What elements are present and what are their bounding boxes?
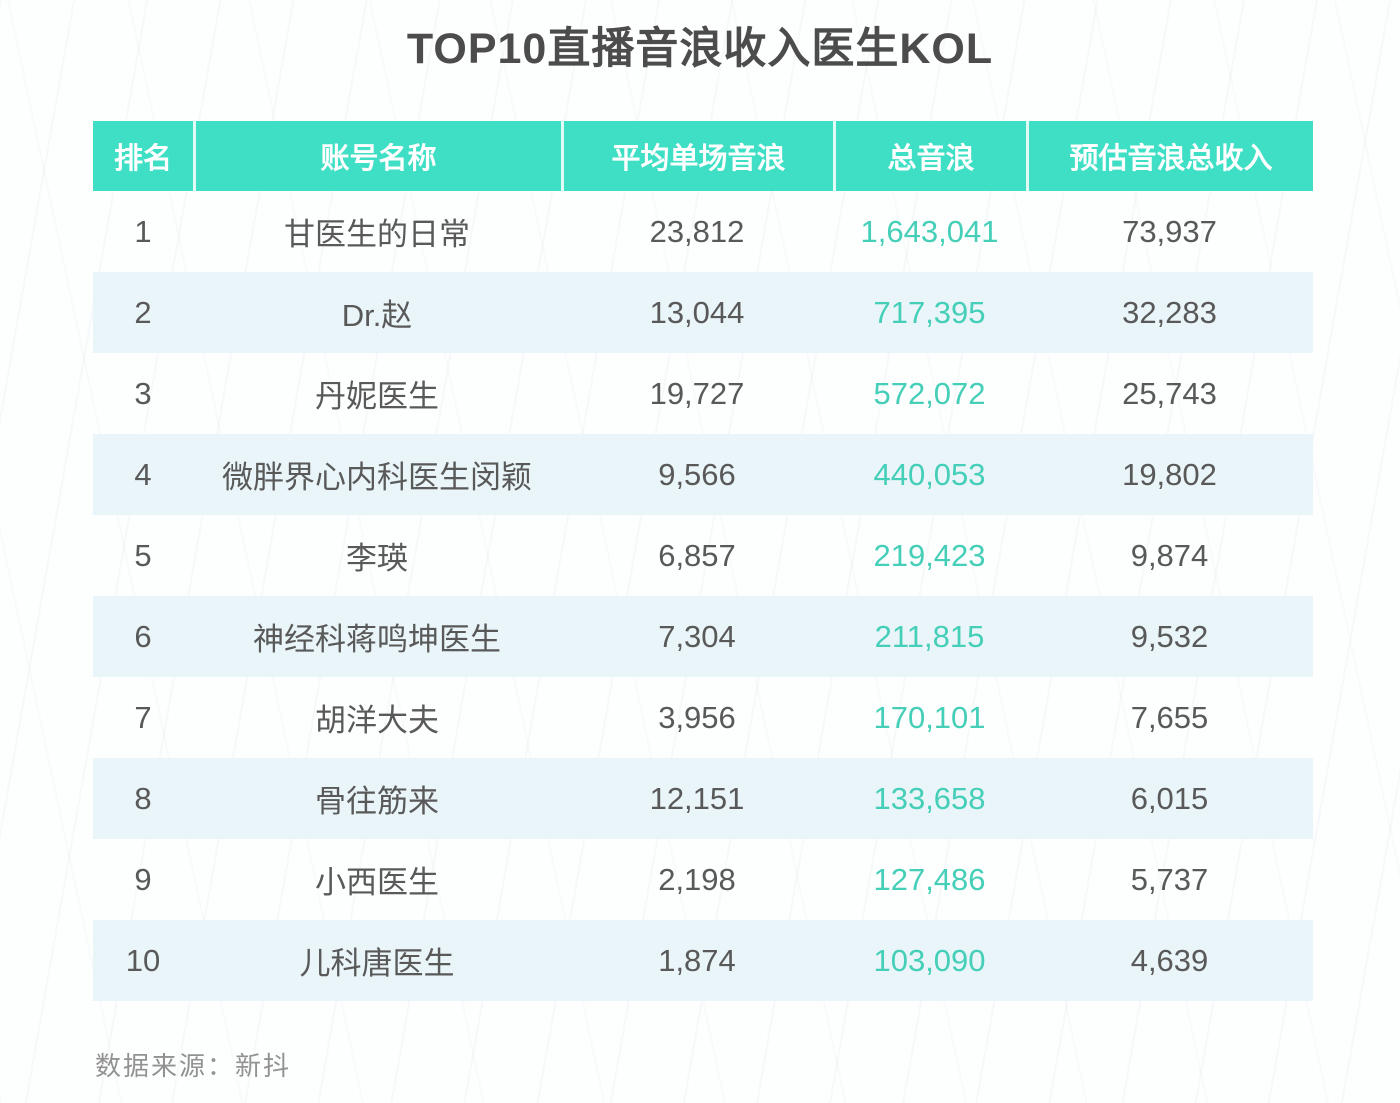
est-income-cell: 7,655 [1130, 699, 1209, 735]
rank-cell: 3 [134, 375, 152, 411]
rank-cell: 7 [134, 699, 152, 735]
est-income-cell: 32,283 [1122, 294, 1217, 330]
table-row-3: 3 丹妮医生 19,727 572,072 25,743 [93, 353, 1313, 434]
total-yinlang-cell: 717,395 [873, 294, 986, 330]
total-yinlang-cell: 103,090 [873, 942, 986, 978]
account-name-cell: 微胖界心内科医生闵颖 [222, 460, 532, 495]
avg-yinlang-cell: 13,044 [649, 294, 745, 330]
est-income-cell: 4,639 [1130, 942, 1209, 978]
total-yinlang-cell: 127,486 [873, 861, 986, 897]
avg-yinlang-cell: 1,874 [658, 942, 736, 978]
est-income-cell: 5,737 [1130, 861, 1209, 897]
account-name-cell: 小西医生 [315, 865, 439, 900]
account-name-cell: 骨往筋来 [315, 784, 439, 819]
account-name-cell: 李瑛 [346, 541, 408, 576]
table-header-row: 排名 账号名称 平均单场音浪 总音浪 预估音浪总收入 [93, 121, 1313, 191]
total-yinlang-cell: 133,658 [873, 780, 986, 816]
total-yinlang-cell: 1,643,041 [860, 213, 999, 249]
column-header-rank: 排名 [113, 143, 172, 175]
rank-cell: 2 [134, 294, 152, 330]
rank-cell: 1 [134, 213, 152, 249]
account-name-cell: 甘医生的日常 [284, 217, 470, 252]
avg-yinlang-cell: 7,304 [658, 618, 736, 654]
rank-cell: 10 [125, 942, 161, 978]
column-header-avg: 平均单场音浪 [561, 121, 833, 191]
avg-yinlang-cell: 19,727 [649, 375, 745, 411]
account-name-cell: 儿科唐医生 [299, 946, 455, 981]
avg-yinlang-cell: 3,956 [658, 699, 736, 735]
table-row-8: 8 骨往筋来 12,151 133,658 6,015 [93, 758, 1313, 839]
table-row-5: 5 李瑛 6,857 219,423 9,874 [93, 515, 1313, 596]
column-header-income: 预估音浪总收入 [1026, 121, 1313, 191]
table-row-1: 1 甘医生的日常 23,812 1,643,041 73,937 [93, 191, 1313, 272]
avg-yinlang-cell: 2,198 [658, 861, 736, 897]
table-row-10: 10 儿科唐医生 1,874 103,090 4,639 [93, 920, 1313, 1001]
table-row-7: 7 胡洋大夫 3,956 170,101 7,655 [93, 677, 1313, 758]
rank-cell: 6 [134, 618, 152, 654]
total-yinlang-cell: 170,101 [873, 699, 986, 735]
rank-cell: 4 [134, 456, 152, 492]
rank-cell: 8 [134, 780, 152, 816]
column-header-total: 总音浪 [833, 121, 1026, 191]
est-income-cell: 25,743 [1122, 375, 1217, 411]
account-name-cell: Dr.赵 [341, 298, 413, 333]
table-row-4: 4 微胖界心内科医生闵颖 9,566 440,053 19,802 [93, 434, 1313, 515]
table-row-2: 2 Dr.赵 13,044 717,395 32,283 [93, 272, 1313, 353]
total-yinlang-cell: 211,815 [874, 618, 985, 654]
total-yinlang-cell: 572,072 [873, 375, 986, 411]
account-name-cell: 神经科蒋鸣坤医生 [253, 622, 501, 657]
total-yinlang-cell: 219,423 [873, 537, 986, 573]
est-income-cell: 73,937 [1122, 213, 1217, 249]
avg-yinlang-cell: 6,857 [658, 537, 736, 573]
account-name-cell: 胡洋大夫 [315, 703, 439, 738]
table-row-6: 6 神经科蒋鸣坤医生 7,304 211,815 9,532 [93, 596, 1313, 677]
data-source-note: 数据来源：新抖 [95, 1051, 292, 1081]
avg-yinlang-cell: 23,812 [649, 213, 745, 249]
rank-cell: 5 [134, 537, 152, 573]
page-title: TOP10直播音浪收入医生KOL [406, 25, 994, 73]
est-income-cell: 9,532 [1130, 618, 1209, 654]
rank-cell: 9 [134, 861, 152, 897]
table-row-9: 9 小西医生 2,198 127,486 5,737 [93, 839, 1313, 920]
kol-table: 排名 账号名称 平均单场音浪 总音浪 预估音浪总收入 1 甘医生的日常 23,8… [93, 121, 1313, 1001]
avg-yinlang-cell: 9,566 [658, 456, 736, 492]
column-header-account: 账号名称 [193, 121, 561, 191]
est-income-cell: 9,874 [1130, 537, 1209, 573]
account-name-cell: 丹妮医生 [315, 379, 439, 414]
est-income-cell: 6,015 [1130, 780, 1209, 816]
total-yinlang-cell: 440,053 [873, 456, 986, 492]
avg-yinlang-cell: 12,151 [649, 780, 745, 816]
est-income-cell: 19,802 [1122, 456, 1217, 492]
